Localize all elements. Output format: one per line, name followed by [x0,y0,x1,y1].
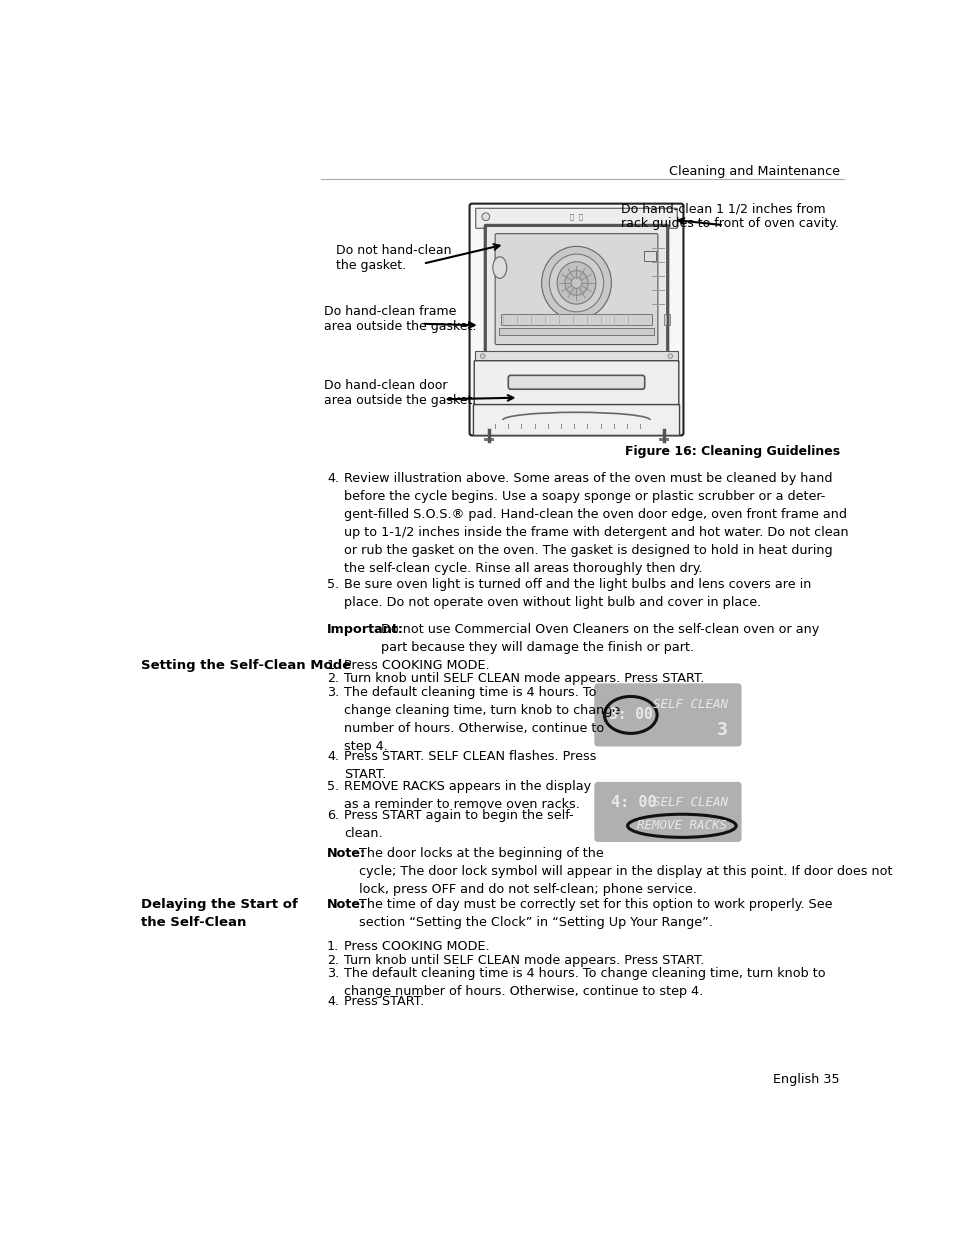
Text: 6.: 6. [327,809,338,821]
Text: SELF CLEAN: SELF CLEAN [653,797,728,809]
Text: 1.: 1. [327,659,339,673]
Ellipse shape [493,257,506,278]
Text: Figure 16: Cleaning Guidelines: Figure 16: Cleaning Guidelines [624,446,840,458]
Text: 3.: 3. [327,967,339,981]
Text: Note:: Note: [327,847,366,861]
Text: 3: 3 [716,720,727,739]
Ellipse shape [564,270,587,295]
Ellipse shape [541,246,611,320]
Text: Turn knob until SELF CLEAN mode appears. Press START.: Turn knob until SELF CLEAN mode appears.… [344,953,703,967]
Text: 3.: 3. [327,685,339,699]
Ellipse shape [549,254,603,311]
Text: 5.: 5. [327,578,339,590]
Text: English 35: English 35 [773,1073,840,1086]
FancyBboxPatch shape [484,437,493,441]
Text: Delaying the Start of
the Self-Clean: Delaying the Start of the Self-Clean [141,898,297,929]
FancyBboxPatch shape [495,233,658,345]
Circle shape [481,212,489,221]
Text: Do hand-clean frame
area outside the gasket.: Do hand-clean frame area outside the gas… [323,305,476,332]
FancyBboxPatch shape [474,361,679,405]
Text: Cleaning and Maintenance: Cleaning and Maintenance [668,165,840,178]
Text: Press COOKING MODE.: Press COOKING MODE. [344,940,489,952]
Text: Important:: Important: [327,622,403,636]
Circle shape [480,353,484,358]
FancyBboxPatch shape [498,327,654,336]
FancyBboxPatch shape [476,209,677,228]
Text: SELF CLEAN: SELF CLEAN [653,698,728,710]
Text: 4: 00: 4: 00 [610,795,656,810]
Text: 1.: 1. [327,940,339,952]
FancyBboxPatch shape [594,782,740,842]
Text: Review illustration above. Some areas of the oven must be cleaned by hand
before: Review illustration above. Some areas of… [344,472,848,574]
Text: 2.: 2. [327,672,338,684]
Text: The default cleaning time is 4 hours. To
change cleaning time, turn knob to chan: The default cleaning time is 4 hours. To… [344,685,619,752]
FancyBboxPatch shape [500,314,652,325]
FancyBboxPatch shape [663,314,670,325]
Text: The time of day must be correctly set for this option to work properly. See
sect: The time of day must be correctly set fo… [359,898,832,929]
Ellipse shape [571,278,581,288]
FancyBboxPatch shape [473,405,679,436]
FancyBboxPatch shape [643,251,656,262]
Text: 5.: 5. [327,779,339,793]
Text: ⏺  ⏺: ⏺ ⏺ [569,214,582,220]
Text: Turn knob until SELF CLEAN mode appears. Press START.: Turn knob until SELF CLEAN mode appears.… [344,672,703,684]
Text: The door locks at the beginning of the
cycle; The door lock symbol will appear i: The door locks at the beginning of the c… [359,847,892,897]
FancyBboxPatch shape [469,204,682,436]
Text: Note:: Note: [327,898,366,911]
Text: Do not use Commercial Oven Cleaners on the self-clean oven or any
part because t: Do not use Commercial Oven Cleaners on t… [381,622,819,653]
Text: 3: 00: 3: 00 [608,708,652,722]
Text: 4.: 4. [327,472,338,484]
Text: Do hand-clean 1 1/2 inches from
rack guides to front of oven cavity.: Do hand-clean 1 1/2 inches from rack gui… [620,203,839,230]
Text: Press START again to begin the self-
clean.: Press START again to begin the self- cle… [344,809,573,840]
Text: Setting the Self-Clean Mode: Setting the Self-Clean Mode [141,659,351,673]
Text: REMOVE RACKS: REMOVE RACKS [637,819,726,832]
Text: The default cleaning time is 4 hours. To change cleaning time, turn knob to
chan: The default cleaning time is 4 hours. To… [344,967,824,998]
Text: 4.: 4. [327,751,338,763]
FancyBboxPatch shape [508,375,644,389]
FancyBboxPatch shape [594,683,740,746]
Text: Do not hand-clean
the gasket.: Do not hand-clean the gasket. [335,245,452,273]
Text: Be sure oven light is turned off and the light bulbs and lens covers are in
plac: Be sure oven light is turned off and the… [344,578,810,609]
Text: 2.: 2. [327,953,338,967]
Text: Press START. SELF CLEAN flashes. Press
START.: Press START. SELF CLEAN flashes. Press S… [344,751,596,782]
FancyBboxPatch shape [659,437,668,441]
FancyBboxPatch shape [475,351,678,362]
Text: 4.: 4. [327,995,338,1008]
Ellipse shape [557,262,596,304]
Text: Press START.: Press START. [344,995,424,1008]
Text: Press COOKING MODE.: Press COOKING MODE. [344,659,489,673]
Text: Do hand-clean door
area outside the gasket.: Do hand-clean door area outside the gask… [323,379,476,408]
Circle shape [667,353,672,358]
Text: REMOVE RACKS appears in the display
as a reminder to remove oven racks.: REMOVE RACKS appears in the display as a… [344,779,591,810]
FancyBboxPatch shape [485,226,666,352]
